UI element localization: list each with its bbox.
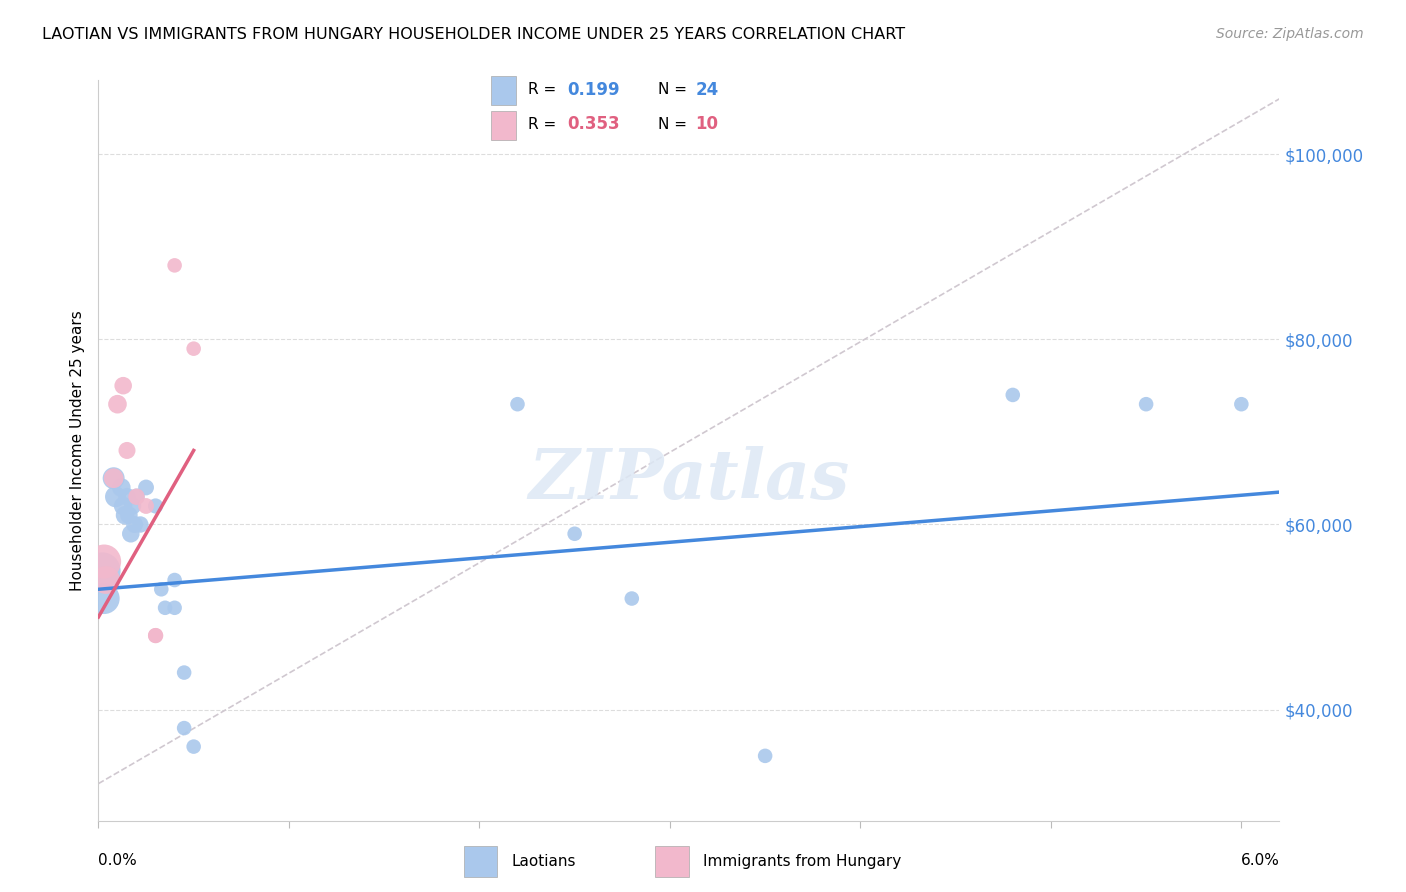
Text: R =: R = xyxy=(529,82,557,97)
Text: LAOTIAN VS IMMIGRANTS FROM HUNGARY HOUSEHOLDER INCOME UNDER 25 YEARS CORRELATION: LAOTIAN VS IMMIGRANTS FROM HUNGARY HOUSE… xyxy=(42,27,905,42)
Point xyxy=(163,573,186,587)
Point xyxy=(93,591,115,606)
Text: Laotians: Laotians xyxy=(512,855,576,869)
Text: 0.0%: 0.0% xyxy=(98,853,138,868)
Point xyxy=(104,490,127,504)
Point xyxy=(115,443,138,458)
Point xyxy=(103,471,125,485)
Point xyxy=(91,564,114,578)
Point xyxy=(124,517,146,532)
Point xyxy=(115,490,138,504)
Point xyxy=(112,499,135,513)
Point xyxy=(114,508,136,523)
Point xyxy=(129,517,152,532)
Text: Immigrants from Hungary: Immigrants from Hungary xyxy=(703,855,901,869)
Point xyxy=(1001,388,1024,402)
Text: 0.199: 0.199 xyxy=(567,80,620,98)
Point xyxy=(103,471,125,485)
Text: ZIPatlas: ZIPatlas xyxy=(529,446,849,514)
Point xyxy=(564,526,586,541)
Point xyxy=(620,591,643,606)
Point xyxy=(163,600,186,615)
FancyBboxPatch shape xyxy=(464,847,498,877)
Point xyxy=(125,490,148,504)
Point xyxy=(183,342,205,356)
Text: 6.0%: 6.0% xyxy=(1240,853,1279,868)
FancyBboxPatch shape xyxy=(491,76,516,104)
Text: 10: 10 xyxy=(696,115,718,134)
Point xyxy=(1135,397,1157,411)
Point xyxy=(121,499,143,513)
Point xyxy=(107,397,129,411)
Point xyxy=(150,582,173,597)
Point xyxy=(183,739,205,754)
Point xyxy=(112,378,135,392)
Point xyxy=(125,490,148,504)
Point xyxy=(173,721,195,735)
Text: Source: ZipAtlas.com: Source: ZipAtlas.com xyxy=(1216,27,1364,41)
Point xyxy=(153,600,176,615)
Point xyxy=(94,573,117,587)
Point xyxy=(506,397,529,411)
Y-axis label: Householder Income Under 25 years: Householder Income Under 25 years xyxy=(69,310,84,591)
FancyBboxPatch shape xyxy=(491,111,516,140)
Point xyxy=(163,259,186,273)
FancyBboxPatch shape xyxy=(655,847,689,877)
Point xyxy=(145,629,167,643)
Text: N =: N = xyxy=(658,82,688,97)
Text: 0.353: 0.353 xyxy=(567,115,620,134)
Text: 24: 24 xyxy=(696,80,718,98)
Text: N =: N = xyxy=(658,117,688,132)
Text: R =: R = xyxy=(529,117,557,132)
Point xyxy=(110,481,132,495)
Point xyxy=(1230,397,1253,411)
Point xyxy=(145,499,167,513)
Point xyxy=(118,508,141,523)
Point xyxy=(93,554,115,569)
Point xyxy=(120,526,142,541)
Point xyxy=(754,748,776,763)
Point xyxy=(135,499,157,513)
Point xyxy=(135,481,157,495)
Point xyxy=(173,665,195,680)
Point xyxy=(145,629,167,643)
